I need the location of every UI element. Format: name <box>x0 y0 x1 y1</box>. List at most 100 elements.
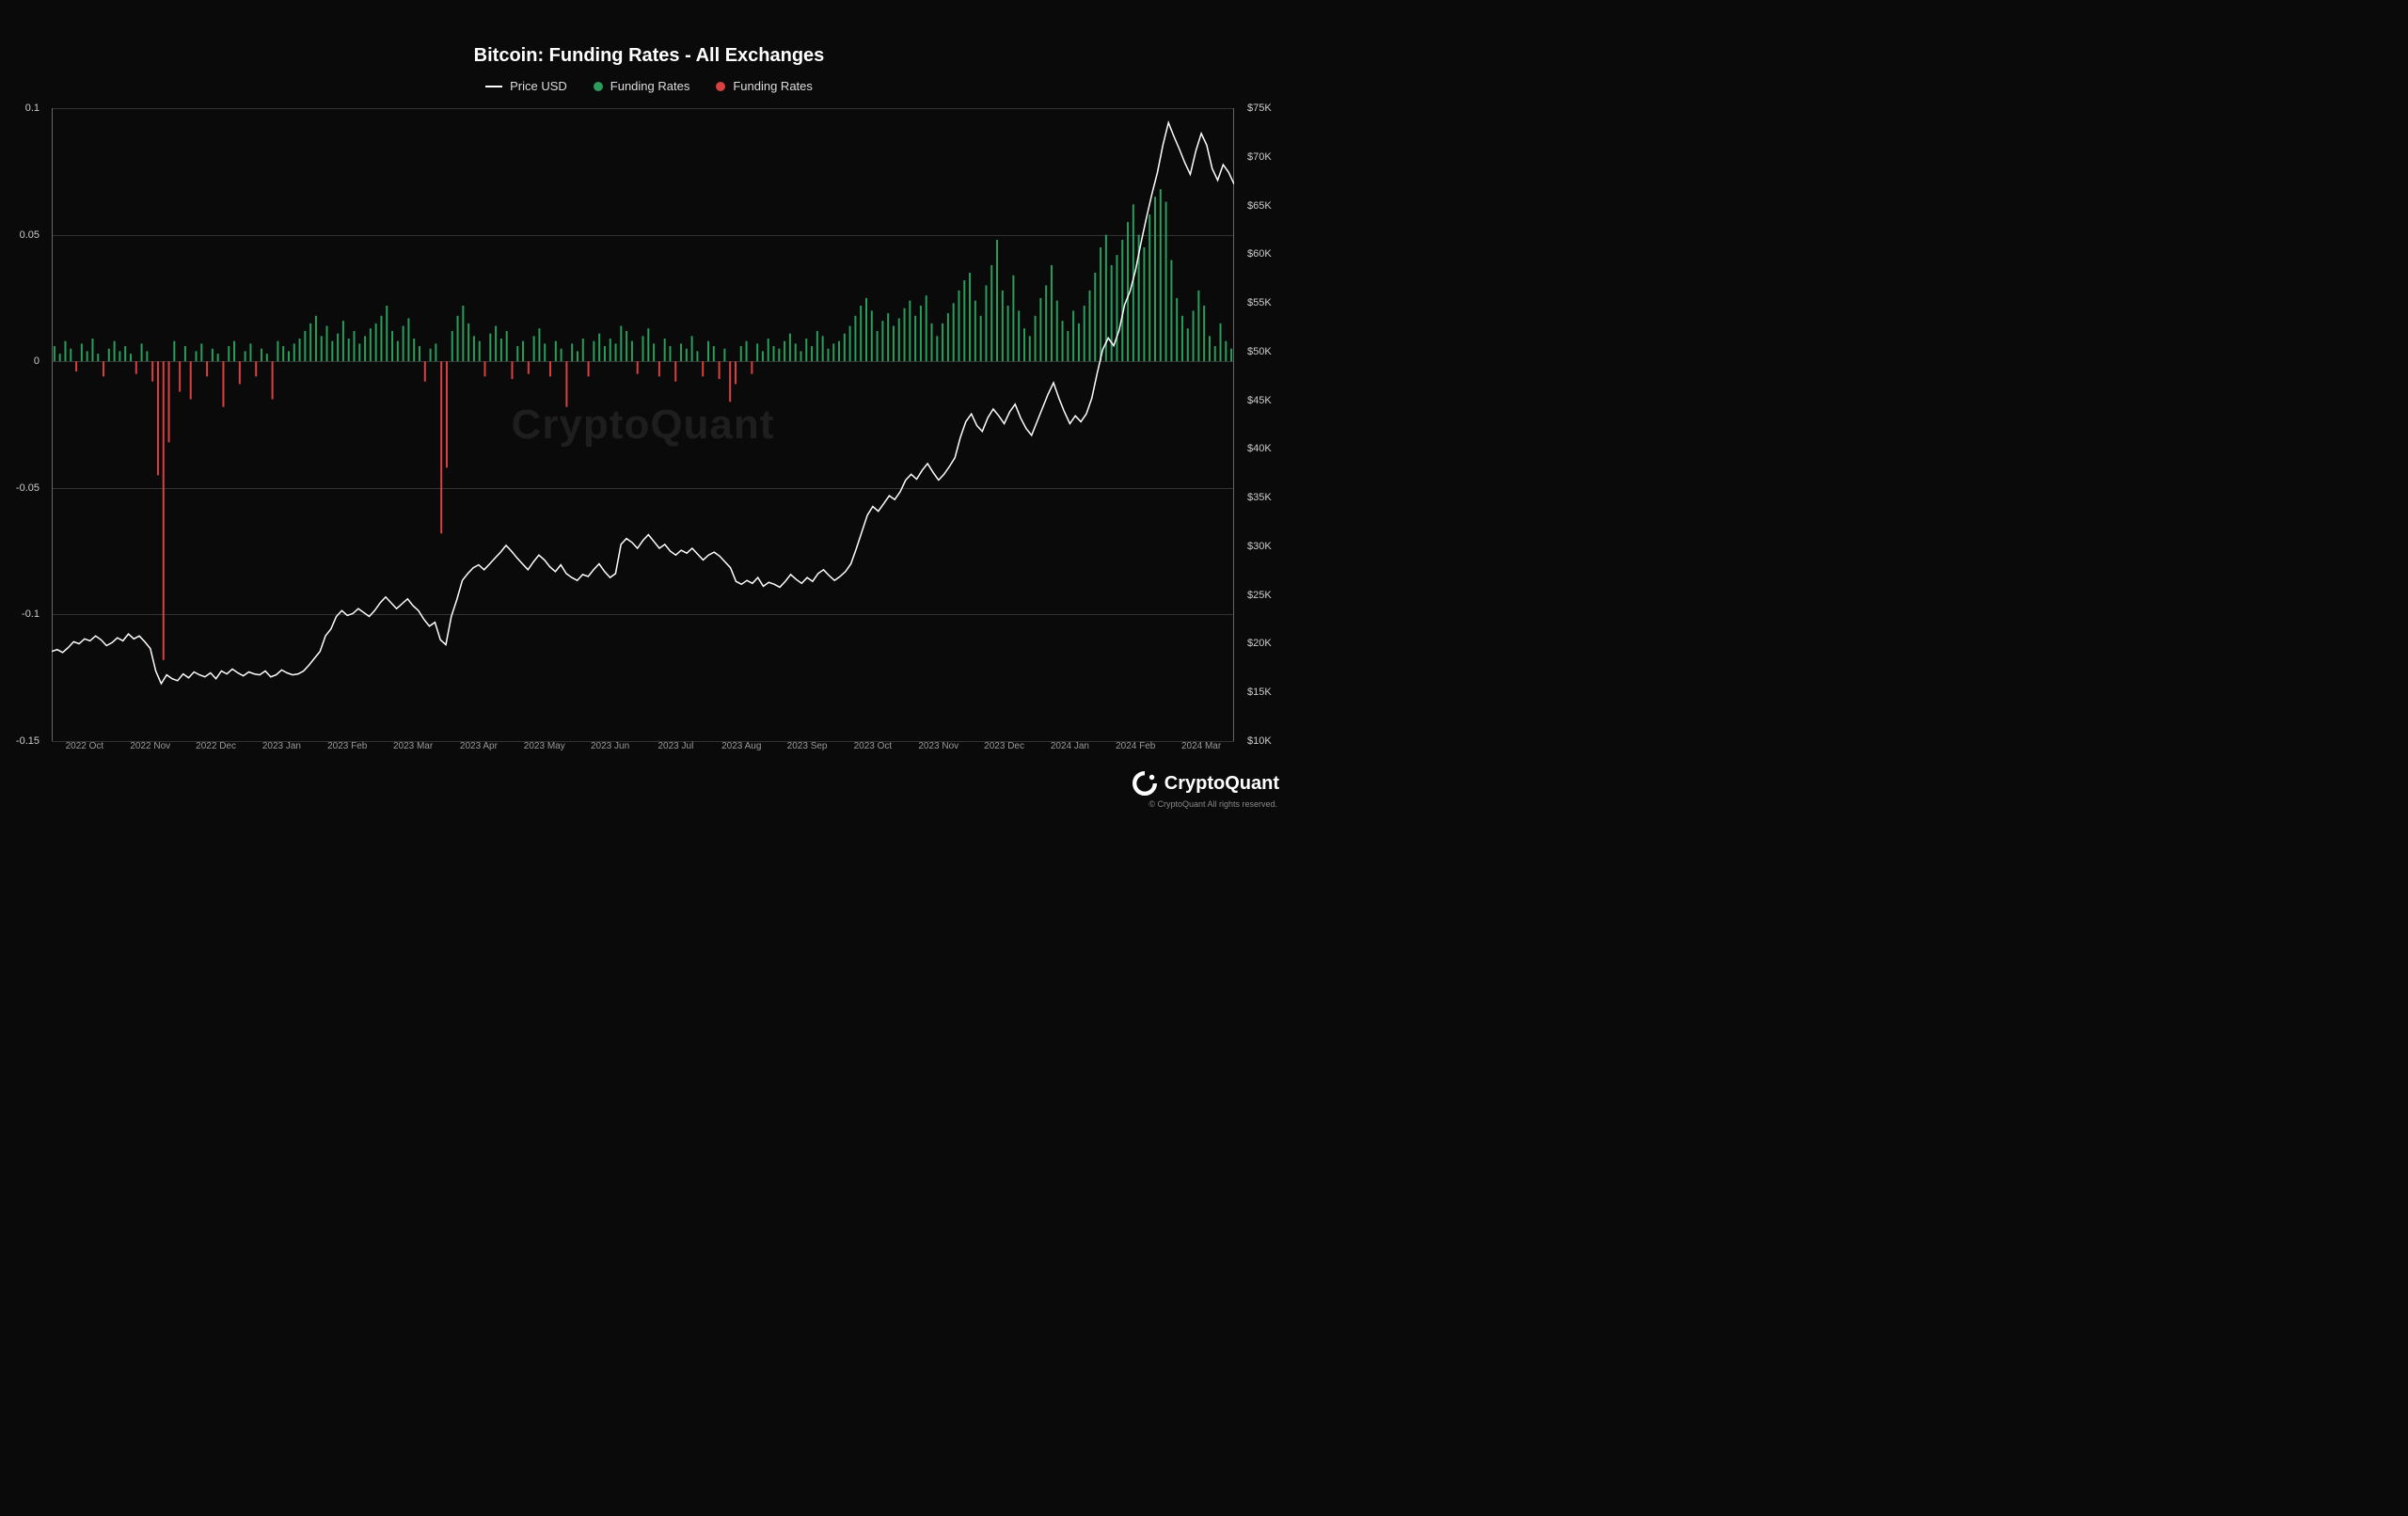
funding-bar <box>1214 346 1216 361</box>
funding-bar <box>544 343 546 361</box>
funding-bar <box>849 326 851 362</box>
funding-bar <box>854 316 856 361</box>
funding-bar <box>1094 273 1096 361</box>
funding-bar <box>184 346 186 361</box>
x-tick: 2023 Jan <box>262 741 301 751</box>
funding-bar <box>686 349 688 361</box>
funding-bar <box>315 316 317 361</box>
funding-bar <box>1225 341 1227 362</box>
funding-bar <box>337 334 339 362</box>
funding-bar <box>561 349 562 361</box>
x-axis: 2022 Oct2022 Nov2022 Dec2023 Jan2023 Feb… <box>52 741 1234 760</box>
y-tick-right: $25K <box>1247 590 1272 601</box>
funding-bar <box>865 298 867 361</box>
legend-item-price: Price USD <box>485 79 567 93</box>
funding-bar <box>1176 298 1178 361</box>
funding-bar <box>124 346 126 361</box>
funding-bar <box>212 349 214 361</box>
funding-bar <box>811 346 813 361</box>
funding-bar <box>996 240 998 361</box>
funding-bar <box>795 343 797 361</box>
funding-bar <box>773 346 775 361</box>
funding-bar <box>881 321 883 361</box>
x-tick: 2024 Jan <box>1051 741 1089 751</box>
funding-bar <box>528 361 530 373</box>
funding-bar <box>588 361 590 376</box>
funding-bar <box>768 339 769 361</box>
funding-bar <box>245 351 246 361</box>
funding-bar <box>653 343 655 361</box>
funding-bar <box>440 361 442 533</box>
funding-bar <box>1165 202 1167 362</box>
legend-label: Price USD <box>510 79 567 93</box>
funding-bar <box>321 336 323 361</box>
funding-bar <box>358 343 360 361</box>
funding-bar <box>462 306 464 361</box>
funding-bar <box>59 354 61 361</box>
funding-bar <box>331 341 333 362</box>
x-tick: 2023 Sep <box>787 741 828 751</box>
funding-bar <box>593 341 594 362</box>
funding-bar <box>489 334 491 362</box>
funding-bar <box>473 336 475 361</box>
funding-bar <box>822 336 824 361</box>
funding-bar <box>610 339 611 361</box>
funding-bar <box>1084 306 1085 361</box>
y-tick-left: 0.1 <box>25 103 40 114</box>
y-tick-right: $70K <box>1247 151 1272 163</box>
funding-bar <box>631 341 633 362</box>
funding-bar <box>506 331 508 361</box>
y-tick-right: $50K <box>1247 346 1272 357</box>
funding-bar <box>364 336 366 361</box>
funding-bar <box>430 349 432 361</box>
funding-bar <box>832 343 834 361</box>
funding-bar <box>151 361 153 382</box>
funding-bar <box>620 326 622 362</box>
funding-bar <box>452 331 453 361</box>
funding-bar <box>827 349 829 361</box>
funding-bar <box>1100 247 1101 361</box>
y-axis-left: 0.10.050-0.05-0.1-0.15 <box>0 108 47 741</box>
funding-bar <box>299 339 301 361</box>
funding-bar <box>419 346 420 361</box>
legend-line-icon <box>485 86 502 87</box>
funding-bar <box>282 346 284 361</box>
funding-bar <box>500 339 502 361</box>
funding-bar <box>696 351 698 361</box>
y-tick-right: $40K <box>1247 443 1272 454</box>
funding-bar <box>800 351 801 361</box>
funding-bar <box>1056 301 1058 362</box>
funding-bar <box>658 361 660 376</box>
legend-label: Funding Rates <box>733 79 813 93</box>
funding-bar <box>288 351 290 361</box>
y-tick-right: $30K <box>1247 541 1272 552</box>
funding-bar <box>598 334 600 362</box>
funding-bar <box>615 343 617 361</box>
funding-bar <box>751 361 752 373</box>
funding-bar <box>157 361 159 475</box>
funding-bar <box>108 349 110 361</box>
funding-bar <box>926 295 927 361</box>
funding-bar <box>135 361 137 373</box>
funding-bar <box>707 341 709 362</box>
funding-bar <box>844 334 846 362</box>
funding-bar <box>222 361 224 406</box>
funding-bar <box>75 361 77 371</box>
x-tick: 2024 Mar <box>1181 741 1221 751</box>
funding-bar <box>1023 328 1025 361</box>
y-tick-right: $65K <box>1247 200 1272 212</box>
funding-bar <box>1193 310 1195 361</box>
legend-item-funding-neg: Funding Rates <box>716 79 813 93</box>
funding-bar <box>1187 328 1189 361</box>
x-tick: 2023 Dec <box>984 741 1024 751</box>
funding-bar <box>1220 324 1222 361</box>
funding-bar <box>522 341 524 362</box>
x-tick: 2022 Nov <box>130 741 170 751</box>
x-tick: 2023 May <box>524 741 565 751</box>
funding-bar <box>64 341 66 362</box>
funding-bar <box>1051 265 1053 361</box>
funding-bar <box>380 316 382 361</box>
funding-bar <box>1143 247 1145 361</box>
funding-bar <box>571 343 573 361</box>
funding-bar <box>877 331 879 361</box>
